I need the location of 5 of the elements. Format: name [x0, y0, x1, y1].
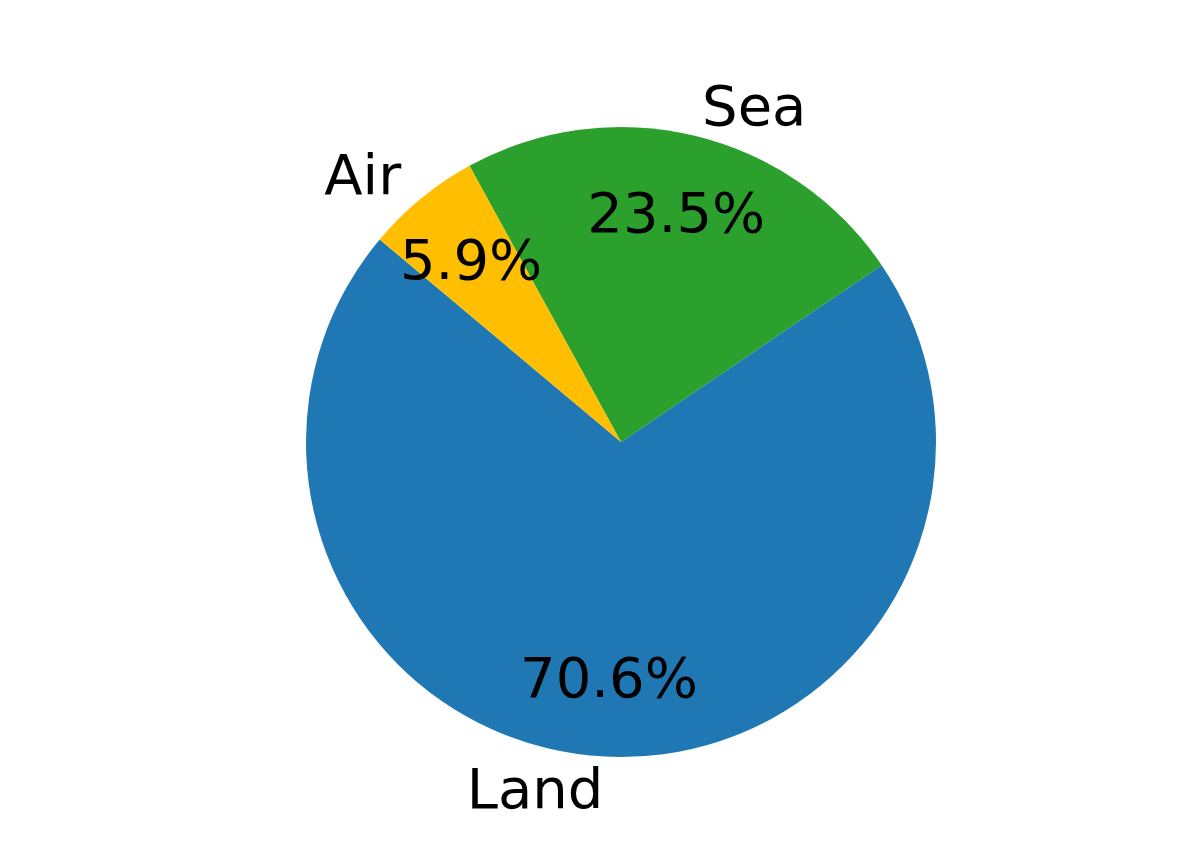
data-label: 70.6% [520, 645, 698, 711]
slice-label: Land [466, 755, 604, 821]
data-label: 23.5% [587, 179, 766, 245]
slice-label: Air [324, 141, 403, 207]
slice-label: Sea [702, 72, 807, 138]
